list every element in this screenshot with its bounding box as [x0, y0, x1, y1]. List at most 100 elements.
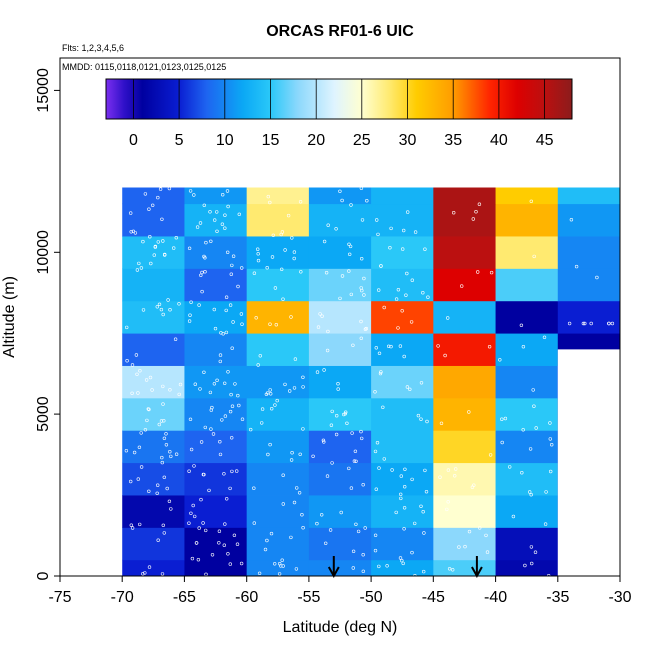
sample-point: [454, 467, 458, 471]
sample-point: [158, 187, 163, 191]
sample-point: [534, 426, 538, 430]
sample-point: [529, 545, 534, 549]
sample-point: [212, 382, 217, 386]
heatmap-cell: [308, 268, 372, 302]
sample-point: [202, 254, 206, 259]
sample-point: [237, 212, 242, 217]
sample-point: [377, 351, 382, 355]
sample-point: [162, 436, 167, 440]
sample-point: [149, 261, 153, 266]
sample-point: [379, 370, 383, 374]
sample-point: [343, 412, 347, 416]
sample-point: [273, 562, 277, 566]
sample-point: [527, 490, 532, 494]
colorbar-tick-label: 15: [262, 132, 280, 149]
sample-point: [215, 210, 219, 214]
sample-point: [422, 531, 426, 535]
sample-point: [421, 510, 425, 514]
sample-point: [406, 210, 410, 214]
heatmap-cell: [246, 527, 310, 561]
heatmap-cell: [184, 527, 248, 561]
sample-point: [229, 272, 234, 276]
sample-point: [221, 193, 225, 197]
heatmap-cell: [557, 300, 621, 334]
sample-point: [351, 343, 355, 347]
x-tick-label: -60: [235, 589, 258, 606]
sample-point: [354, 522, 358, 526]
sample-point: [196, 557, 201, 562]
heatmap-cell: [308, 365, 372, 399]
sample-point: [382, 305, 386, 310]
sample-point: [174, 236, 179, 240]
sample-point: [230, 404, 235, 408]
sample-point: [356, 529, 361, 534]
sample-point: [152, 253, 157, 257]
sample-point: [477, 202, 482, 206]
sample-point: [348, 252, 352, 257]
sample-point: [169, 507, 173, 511]
sample-point: [268, 200, 272, 205]
sample-point: [217, 529, 222, 533]
sample-point: [408, 387, 412, 391]
sample-point: [223, 414, 228, 418]
sample-point: [201, 521, 205, 525]
heatmap-cell: [557, 268, 621, 302]
heatmap-cell: [495, 495, 559, 528]
sample-point: [156, 538, 160, 542]
sample-point: [134, 353, 139, 357]
empty-region: [557, 349, 620, 577]
sample-point: [416, 413, 421, 418]
sample-point: [141, 572, 145, 576]
heatmap-cell: [122, 495, 185, 528]
sample-point: [362, 293, 366, 297]
sample-point: [161, 239, 165, 243]
heatmap-cell: [184, 365, 248, 399]
sample-point: [177, 302, 181, 306]
sample-point: [193, 382, 198, 386]
sample-point: [528, 447, 533, 451]
sample-point: [136, 391, 140, 395]
sample-point: [364, 326, 368, 331]
heatmap-cell: [371, 236, 434, 269]
sample-point: [200, 289, 204, 294]
sample-point: [130, 391, 134, 395]
sample-point: [322, 368, 326, 372]
heatmap-cell: [495, 203, 559, 237]
sample-point: [487, 345, 492, 349]
sample-point: [147, 407, 151, 412]
sample-point: [413, 230, 418, 234]
heatmap-cell: [308, 430, 372, 464]
heatmap-cells: [122, 187, 621, 577]
sample-point: [453, 474, 457, 478]
sample-point: [162, 531, 167, 535]
sample-point: [489, 270, 494, 275]
sample-point: [157, 422, 162, 427]
x-tick-label: -35: [546, 589, 569, 606]
sample-point: [381, 405, 385, 409]
sample-point: [288, 389, 292, 393]
sample-point: [424, 490, 429, 494]
sample-point: [300, 512, 304, 517]
heatmap-cell: [557, 187, 621, 205]
sample-points: [124, 186, 615, 578]
heatmap-cell: [246, 187, 310, 205]
sample-point: [289, 458, 294, 462]
heatmap-cell: [495, 333, 559, 366]
sample-point: [348, 244, 353, 249]
sample-point: [292, 500, 297, 505]
sample-point: [498, 358, 502, 362]
sample-point: [399, 474, 403, 478]
sample-point: [325, 474, 330, 478]
sample-point: [132, 450, 137, 455]
sample-point: [567, 321, 572, 326]
x-tick-label: -65: [173, 589, 196, 606]
sample-point: [231, 320, 235, 324]
sample-point: [199, 440, 204, 444]
sample-point: [318, 312, 322, 316]
sample-point: [135, 268, 140, 272]
sample-point: [347, 269, 351, 273]
sample-point: [352, 459, 357, 463]
heatmap-cell: [122, 527, 185, 561]
heatmap-cell: [184, 187, 248, 205]
sample-point: [191, 503, 195, 508]
